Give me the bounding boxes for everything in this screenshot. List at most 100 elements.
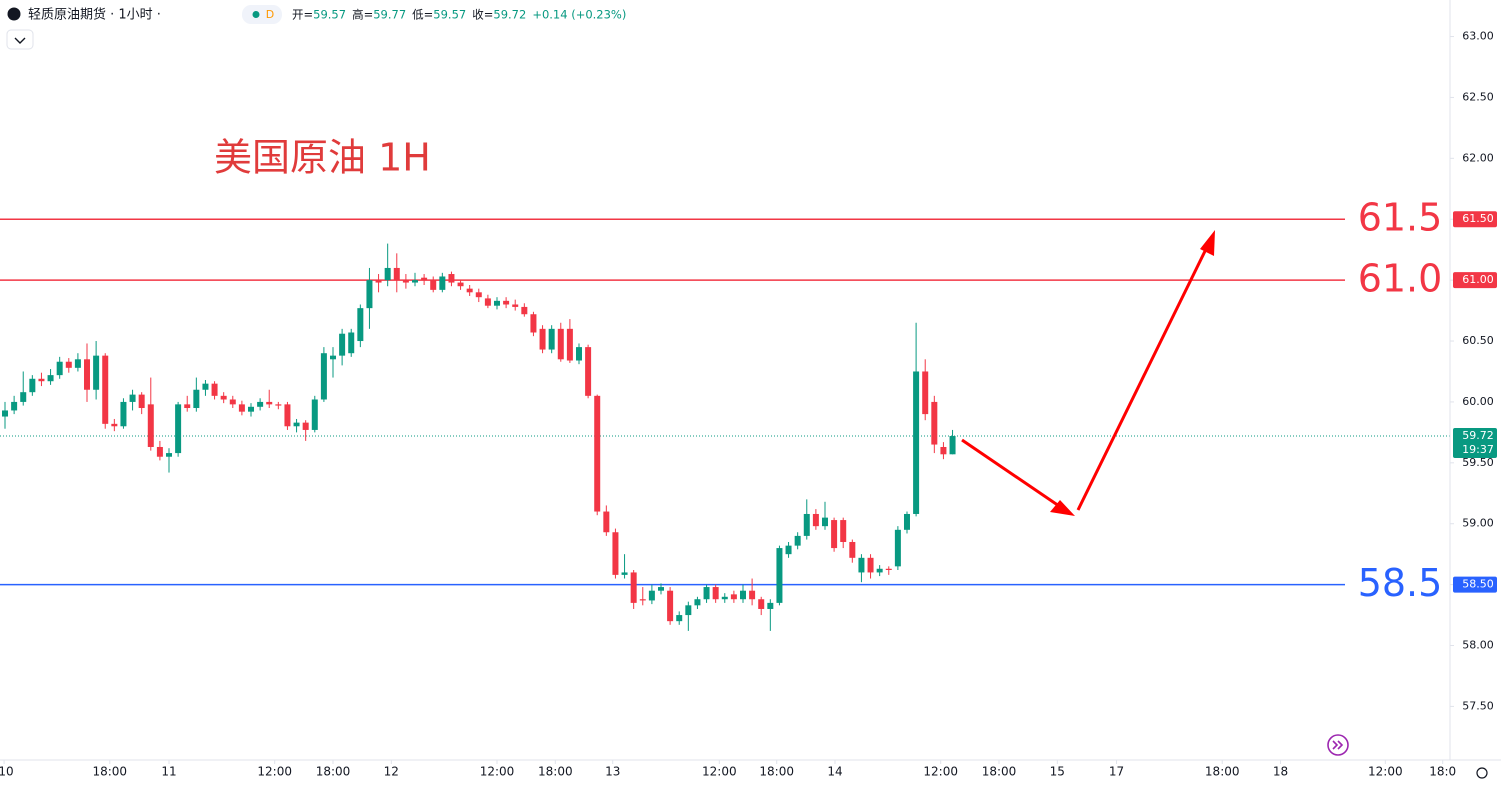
candle-body	[339, 333, 346, 356]
settings-button[interactable]	[1476, 767, 1488, 779]
arrow-head	[1050, 500, 1075, 516]
scroll-icon	[1332, 740, 1344, 750]
candle-body	[503, 300, 510, 305]
candle-body	[603, 511, 610, 533]
candle-body	[922, 371, 929, 415]
candle-body	[193, 389, 200, 409]
x-tick-label: 18:00	[538, 765, 573, 779]
candle-body	[84, 359, 91, 390]
x-tick-label: 18:00	[316, 765, 351, 779]
candle-body	[229, 399, 236, 405]
y-tick-label: 57.50	[1462, 699, 1494, 712]
interval-badge: D	[266, 8, 274, 21]
candle-body	[320, 353, 327, 400]
candle-body	[284, 404, 291, 427]
candle-body	[220, 395, 227, 400]
candle-body	[257, 401, 264, 407]
ohlc-legend: 开= 59.57 高= 59.77 低= 59.57 收= 59.72 +0.14 (+0.23…	[292, 8, 626, 22]
candle-body	[876, 568, 883, 573]
candle-body	[175, 404, 182, 454]
legend-value: +0.14 (+0.23%)	[532, 8, 626, 22]
candle-body	[667, 590, 674, 622]
candle-body	[266, 401, 273, 405]
candle-body	[903, 513, 910, 530]
candle-body	[621, 572, 628, 575]
candle-body	[393, 267, 400, 281]
x-tick-label: 18:00	[92, 765, 127, 779]
candle-body	[530, 314, 537, 333]
candle-body	[448, 274, 455, 283]
y-tick-label: 60.00	[1462, 395, 1494, 408]
status-pill	[242, 5, 282, 24]
x-tick-label: 12:00	[1368, 765, 1403, 779]
candle-body	[794, 535, 801, 546]
scroll-button[interactable]	[1327, 734, 1349, 756]
candle-body	[38, 378, 45, 382]
x-tick-label: 18:00	[982, 765, 1017, 779]
y-tick-label: 59.50	[1462, 456, 1494, 469]
candle-body	[211, 383, 218, 396]
candle-body	[302, 422, 309, 430]
candle-body	[484, 298, 491, 306]
candle-body	[885, 568, 892, 570]
candle-body	[202, 383, 209, 390]
candle-body	[402, 280, 409, 283]
candle-body	[493, 300, 500, 306]
x-tick-label: 12	[384, 765, 399, 779]
candle-body	[703, 587, 710, 600]
level-tag	[1453, 211, 1497, 228]
level-tag	[1453, 272, 1497, 289]
x-tick-label: 13	[605, 765, 620, 779]
arrow-up	[1076, 244, 1210, 511]
candle-body	[694, 599, 701, 606]
level-tag-label: 61.00	[1462, 273, 1494, 286]
candle-body	[657, 587, 664, 591]
collapse-button[interactable]	[6, 29, 34, 50]
candle-body	[375, 280, 382, 283]
candle-body	[913, 371, 920, 514]
annotation: 美国原油 1H	[214, 136, 431, 180]
level-tag-label: 61.50	[1462, 212, 1494, 225]
candle-body	[93, 355, 100, 390]
level-tag	[1453, 576, 1497, 593]
candle-body	[648, 590, 655, 601]
candle-body	[712, 587, 719, 600]
candle-body	[949, 436, 956, 455]
arrow-down	[961, 438, 1063, 510]
candle-body	[129, 394, 136, 402]
candle-body	[293, 422, 300, 427]
y-tick-label: 60.50	[1462, 334, 1494, 347]
candle-body	[612, 532, 619, 575]
candle-body	[475, 292, 482, 298]
x-tick-label: 12:00	[702, 765, 737, 779]
candle-body	[730, 594, 737, 600]
candle-body	[767, 602, 774, 609]
candle-body	[248, 406, 255, 412]
candle-body	[147, 404, 154, 447]
candle-body	[439, 276, 446, 290]
legend-value: 59.72	[493, 8, 526, 22]
status-dot	[252, 11, 260, 18]
candle-body	[557, 328, 564, 360]
candle-body	[585, 347, 592, 396]
candle-body	[776, 548, 783, 603]
candle-body	[2, 410, 9, 417]
candle-body	[29, 378, 36, 393]
last-price-label: 59.72	[1462, 429, 1494, 442]
candle-body	[111, 423, 118, 427]
candle-body	[931, 401, 938, 445]
candle-body	[630, 572, 637, 603]
legend-value: 59.57	[433, 8, 466, 22]
x-tick-label: 18:00	[1205, 765, 1240, 779]
candle-body	[102, 355, 109, 424]
arrow-head	[1200, 230, 1215, 256]
x-tick-label: 15	[1050, 765, 1065, 779]
last-price-tag	[1453, 428, 1497, 459]
level-label: 61.0	[1358, 257, 1443, 301]
symbol-title: 轻质原油期货 · 1小时 ·	[28, 7, 161, 23]
candle-body	[11, 401, 18, 411]
candle-body	[575, 347, 582, 361]
candle-body	[166, 453, 173, 457]
